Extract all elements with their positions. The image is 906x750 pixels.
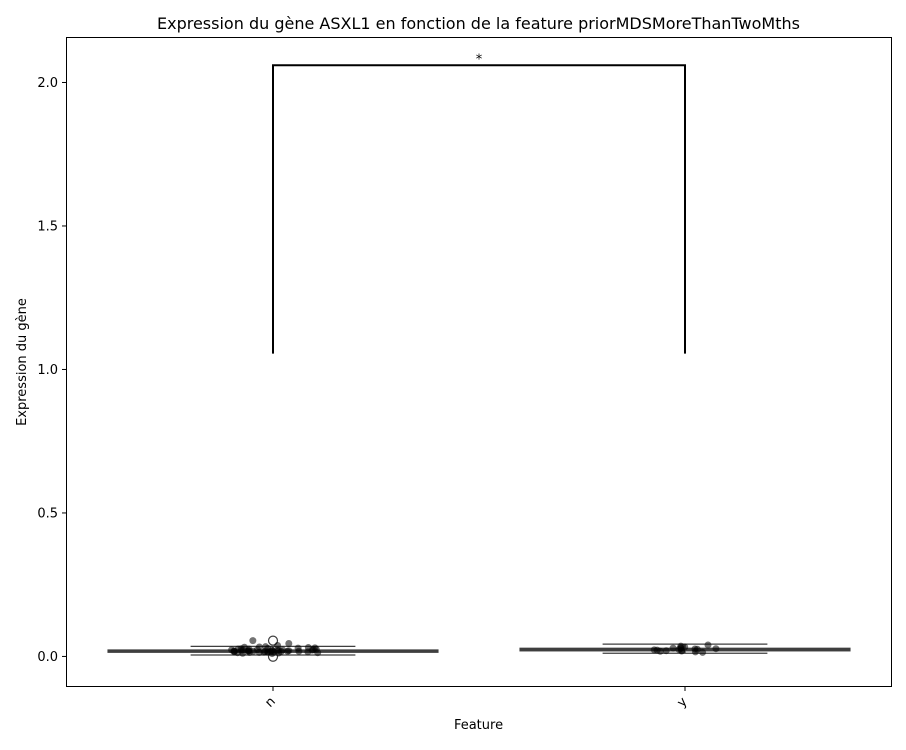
data-point xyxy=(304,644,312,652)
data-point xyxy=(314,649,322,657)
data-point xyxy=(255,643,263,651)
data-point xyxy=(662,647,670,655)
significance-label: * xyxy=(476,52,483,67)
data-point xyxy=(699,648,707,656)
data-point xyxy=(266,648,274,656)
data-point xyxy=(691,645,699,653)
data-point xyxy=(278,646,286,654)
data-point xyxy=(245,647,253,655)
data-point xyxy=(650,646,658,654)
data-point xyxy=(294,644,302,652)
data-point xyxy=(669,644,677,652)
y-tick-label: 0.0 xyxy=(37,650,58,665)
data-point xyxy=(285,640,293,648)
data-point xyxy=(704,641,712,649)
y-tick-label: 1.5 xyxy=(37,219,58,234)
x-tick-label: y xyxy=(674,694,690,710)
x-axis-label: Feature xyxy=(454,718,503,733)
data-point xyxy=(230,647,238,655)
plot-area: * xyxy=(107,52,851,662)
data-point xyxy=(249,637,257,645)
x-tick-label: n xyxy=(262,694,278,710)
data-point xyxy=(260,648,268,656)
data-point xyxy=(237,645,245,653)
data-point xyxy=(677,644,685,652)
y-tick-label: 2.0 xyxy=(37,76,58,91)
plot-frame xyxy=(66,37,892,687)
data-point xyxy=(712,645,720,653)
significance-bracket xyxy=(272,64,686,354)
box-outlier xyxy=(267,635,279,646)
y-axis-label: Expression du gène xyxy=(15,298,30,426)
data-point xyxy=(273,646,281,654)
chart-title: Expression du gène ASXL1 en fonction de … xyxy=(157,14,800,33)
y-tick-label: 1.0 xyxy=(37,363,58,378)
data-point xyxy=(285,647,293,655)
y-tick-label: 0.5 xyxy=(37,506,58,521)
